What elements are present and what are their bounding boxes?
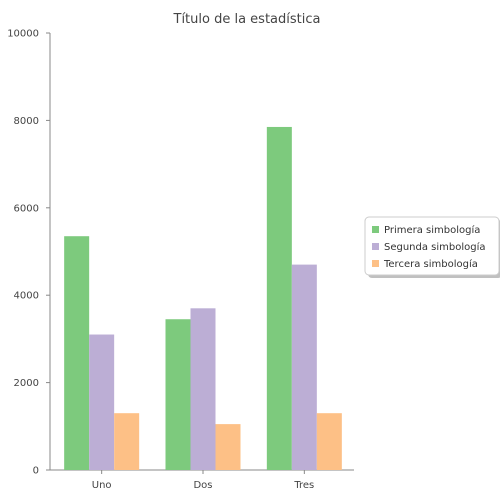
- bar-tres-series-3: [316, 413, 342, 470]
- bar-uno-series-1: [64, 236, 90, 470]
- bar-tres-series-2: [291, 264, 317, 470]
- legend-label: Segunda simbología: [384, 241, 486, 253]
- bar-uno-series-3: [114, 413, 140, 470]
- chart-title: Título de la estadística: [173, 12, 321, 27]
- legend-swatch: [372, 260, 379, 267]
- y-tick-label: 10000: [7, 29, 39, 40]
- legend-box: [364, 216, 500, 276]
- bar-dos-series-3: [215, 424, 241, 470]
- bars: [64, 126, 342, 470]
- y-tick-label: 8000: [14, 116, 39, 127]
- bar-dos-series-1: [165, 319, 191, 470]
- legend-swatch: [372, 226, 379, 233]
- bar-tres-series-1: [266, 126, 292, 470]
- bar-dos-series-2: [190, 308, 216, 470]
- y-tick-label: 2000: [14, 378, 39, 389]
- bar-uno-series-2: [89, 334, 115, 470]
- legend: Primera simbología Segunda simbología Terc…: [364, 216, 500, 278]
- x-tick-label: Dos: [193, 480, 212, 491]
- legend-label: Tercera simbología: [383, 258, 478, 270]
- y-tick-label: 4000: [14, 291, 39, 302]
- y-tick-label: 6000: [14, 203, 39, 214]
- x-tick-label: Uno: [92, 480, 112, 491]
- x-tick-label: Tres: [293, 480, 314, 491]
- y-tick-label: 0: [33, 466, 39, 477]
- legend-label: Primera simbología: [384, 224, 480, 236]
- legend-swatch: [372, 243, 379, 250]
